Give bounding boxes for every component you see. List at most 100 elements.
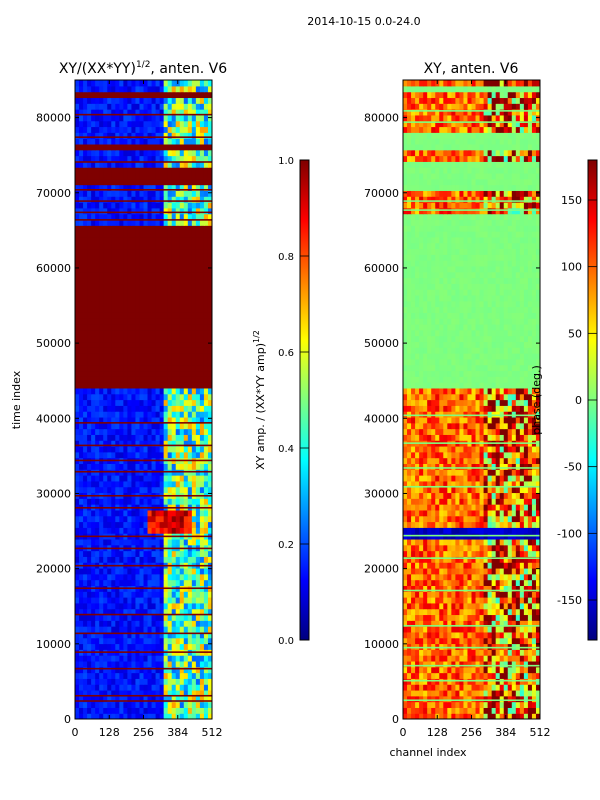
heatmap-cell	[187, 678, 193, 685]
heatmap-cell	[111, 178, 116, 186]
heatmap-cell	[107, 172, 112, 180]
heatmap-cell	[103, 695, 108, 703]
heatmap-cell	[203, 434, 209, 441]
heatmap-cell	[199, 353, 205, 360]
heatmap-cell	[187, 155, 193, 162]
heatmap-cell	[511, 608, 517, 616]
heatmap-cell	[491, 521, 497, 528]
heatmap-cell	[175, 323, 181, 331]
heatmap-cell	[147, 114, 153, 122]
heatmap-cell	[175, 626, 181, 633]
heatmap-cell	[163, 312, 169, 319]
heatmap-cell	[151, 155, 157, 162]
heatmap-cell	[191, 242, 197, 250]
heatmap-cell	[463, 672, 469, 679]
heatmap-cell	[135, 527, 141, 534]
heatmap-cell	[179, 283, 185, 290]
heatmap-cell	[419, 631, 424, 639]
heatmap-cell	[519, 631, 525, 639]
heatmap-cell	[191, 567, 197, 575]
heatmap-cell	[79, 463, 84, 470]
heatmap-cell	[155, 556, 161, 563]
heatmap-cell	[79, 225, 84, 232]
heatmap-cell	[175, 422, 181, 430]
heatmap-cell	[203, 550, 209, 557]
heatmap-cell	[403, 689, 408, 697]
heatmap-cell	[95, 405, 100, 412]
heatmap-cell	[467, 684, 473, 691]
heatmap-cell	[195, 254, 201, 261]
heatmap-cell	[175, 440, 181, 447]
heatmap-cell	[79, 242, 84, 250]
heatmap-cell	[151, 306, 157, 313]
heatmap-cell	[407, 684, 412, 691]
heatmap-cell	[139, 271, 145, 279]
heatmap-cell	[103, 376, 108, 383]
heatmap-cell	[135, 248, 141, 255]
heatmap-cell	[423, 527, 428, 534]
heatmap-cell	[87, 498, 92, 505]
heatmap-cell	[155, 370, 161, 377]
colorbar-tick-label: 0.8	[278, 252, 294, 263]
heatmap-cell	[115, 103, 120, 110]
heatmap-cell	[151, 445, 157, 453]
heatmap-cell	[167, 602, 173, 610]
heatmap-cell	[119, 713, 124, 719]
heatmap-cell	[135, 329, 141, 337]
heatmap-cell	[123, 573, 128, 581]
heatmap-cell	[159, 143, 165, 151]
heatmap-cell	[531, 573, 537, 581]
heatmap-cell	[163, 672, 169, 679]
heatmap-cell	[411, 701, 416, 708]
heatmap-cell	[87, 300, 92, 308]
heatmap-cell	[519, 550, 525, 557]
heatmap-cell	[139, 527, 145, 534]
heatmap-cell	[163, 684, 169, 691]
heatmap-cell	[159, 306, 165, 313]
heatmap-cell	[175, 335, 181, 343]
heatmap-cell	[179, 335, 185, 343]
heatmap-cell	[91, 196, 96, 203]
heatmap-cell	[163, 213, 169, 221]
heatmap-cell	[143, 323, 149, 331]
heatmap-cell	[159, 353, 165, 360]
heatmap-cell	[107, 114, 112, 122]
heatmap-cell	[159, 97, 165, 104]
heatmap-cell	[191, 341, 197, 348]
heatmap-cell	[167, 219, 173, 226]
heatmap-cell	[131, 103, 137, 110]
heatmap-cell	[151, 486, 157, 494]
heatmap-cell	[163, 631, 169, 639]
heatmap-cell	[139, 405, 145, 412]
heatmap-cell	[115, 207, 120, 215]
heatmap-cell	[127, 335, 133, 343]
heatmap-cell	[163, 597, 169, 604]
heatmap-cell	[507, 573, 513, 581]
heatmap-cell	[147, 91, 153, 99]
heatmap-cell	[159, 684, 165, 691]
heatmap-cell	[123, 678, 128, 685]
heatmap-cell	[179, 196, 185, 203]
heatmap-cell	[479, 689, 485, 697]
heatmap-cell	[187, 196, 193, 203]
heatmap-cell	[79, 707, 84, 714]
heatmap-cell	[467, 637, 473, 645]
heatmap-cell	[135, 666, 141, 674]
heatmap-cell	[459, 614, 465, 621]
heatmap-cell	[171, 707, 177, 714]
heatmap-cell	[95, 172, 100, 180]
heatmap-cell	[187, 463, 193, 470]
heatmap-cell	[75, 678, 80, 685]
heatmap-cell	[463, 544, 469, 552]
heatmap-cell	[139, 254, 145, 261]
heatmap-cell	[179, 201, 185, 209]
heatmap-cell	[83, 120, 88, 128]
heatmap-cell	[135, 608, 141, 616]
heatmap-cell	[79, 347, 84, 354]
heatmap-cell	[75, 260, 80, 267]
heatmap-cell	[115, 138, 120, 145]
heatmap-cell	[195, 440, 201, 447]
heatmap-cell	[187, 434, 193, 441]
heatmap-cell	[199, 486, 205, 494]
heatmap-cell	[139, 672, 145, 679]
